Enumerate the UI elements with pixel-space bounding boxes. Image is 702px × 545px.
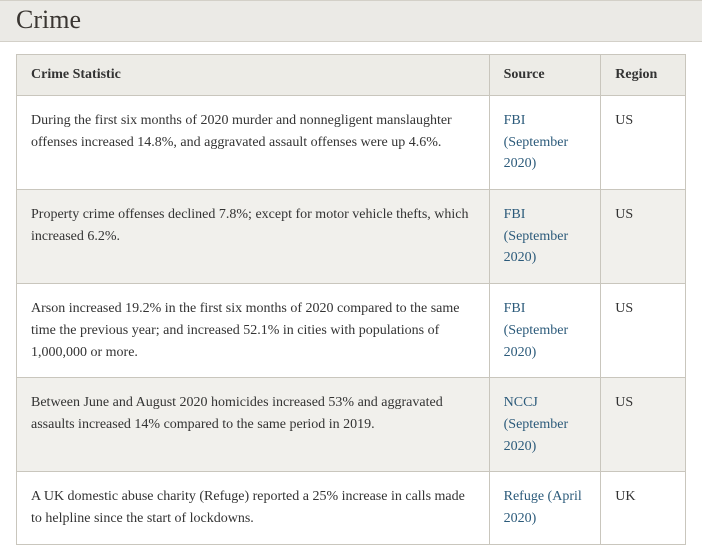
col-header-statistic: Crime Statistic (17, 55, 490, 96)
table-row: A UK domestic abuse charity (Refuge) rep… (17, 472, 686, 544)
source-link[interactable]: NCCJ (September 2020) (504, 395, 569, 453)
section-header: Crime (0, 0, 702, 42)
cell-statistic: Arson increased 19.2% in the first six m… (17, 284, 490, 378)
cell-statistic: Between June and August 2020 homicides i… (17, 378, 490, 472)
source-link[interactable]: Refuge (April 2020) (504, 489, 582, 526)
col-header-region: Region (601, 55, 686, 96)
cell-statistic: Property crime offenses declined 7.8%; e… (17, 190, 490, 284)
table-row: During the first six months of 2020 murd… (17, 96, 686, 190)
cell-source: FBI (September 2020) (489, 284, 601, 378)
cell-region: US (601, 190, 686, 284)
table-container: Crime Statistic Source Region During the… (0, 42, 702, 545)
cell-source: NCCJ (September 2020) (489, 378, 601, 472)
table-row: Arson increased 19.2% in the first six m… (17, 284, 686, 378)
cell-source: FBI (September 2020) (489, 96, 601, 190)
cell-statistic: During the first six months of 2020 murd… (17, 96, 490, 190)
section-title: Crime (16, 5, 686, 35)
cell-source: Refuge (April 2020) (489, 472, 601, 544)
cell-region: US (601, 96, 686, 190)
cell-source: FBI (September 2020) (489, 190, 601, 284)
cell-region: US (601, 378, 686, 472)
table-header-row: Crime Statistic Source Region (17, 55, 686, 96)
cell-region: US (601, 284, 686, 378)
table-row: Between June and August 2020 homicides i… (17, 378, 686, 472)
cell-statistic: A UK domestic abuse charity (Refuge) rep… (17, 472, 490, 544)
source-link[interactable]: FBI (September 2020) (504, 113, 569, 171)
source-link[interactable]: FBI (September 2020) (504, 207, 569, 265)
source-link[interactable]: FBI (September 2020) (504, 301, 569, 359)
crime-table: Crime Statistic Source Region During the… (16, 54, 686, 545)
table-row: Property crime offenses declined 7.8%; e… (17, 190, 686, 284)
cell-region: UK (601, 472, 686, 544)
col-header-source: Source (489, 55, 601, 96)
